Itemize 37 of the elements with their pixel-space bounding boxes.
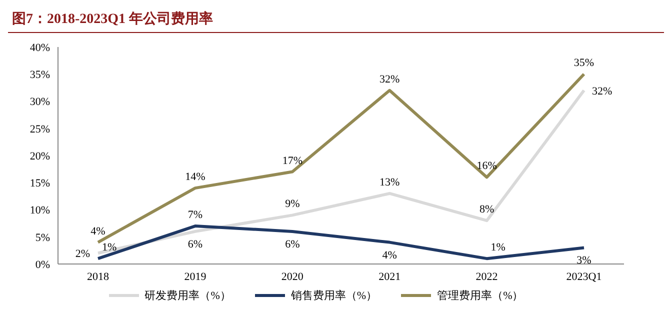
x-tick-label: 2022 bbox=[476, 270, 498, 283]
x-tick-label: 2020 bbox=[281, 270, 304, 283]
data-label: 14% bbox=[185, 171, 206, 184]
y-tick-label: 20% bbox=[30, 150, 50, 162]
data-label: 9% bbox=[285, 198, 300, 210]
legend-label: 管理费用率（%） bbox=[436, 288, 524, 303]
data-label: 3% bbox=[576, 254, 592, 267]
y-tick-label: 30% bbox=[30, 96, 50, 108]
y-tick-label: 10% bbox=[30, 204, 50, 217]
y-tick-label: 15% bbox=[30, 178, 50, 190]
data-label: 13% bbox=[380, 176, 400, 188]
data-label: 1% bbox=[490, 242, 506, 254]
x-tick-label: 2023Q1 bbox=[566, 270, 602, 283]
data-label: 6% bbox=[285, 238, 300, 250]
legend-label: 销售费用率（%） bbox=[290, 288, 378, 303]
y-tick-label: 5% bbox=[35, 232, 50, 244]
y-tick-label: 35% bbox=[30, 69, 50, 82]
x-tick-label: 2018 bbox=[87, 270, 110, 283]
data-label: 2% bbox=[75, 248, 90, 260]
y-tick-label: 40% bbox=[30, 42, 50, 54]
data-label: 4% bbox=[382, 249, 397, 262]
y-tick-label: 0% bbox=[35, 258, 50, 271]
data-label: 32% bbox=[380, 73, 400, 86]
x-tick-label: 2021 bbox=[378, 270, 401, 283]
data-label: 16% bbox=[476, 160, 497, 172]
data-label: 7% bbox=[188, 209, 203, 222]
legend-label: 研发费用率（%） bbox=[144, 288, 231, 303]
data-label: 4% bbox=[90, 225, 106, 238]
data-label: 17% bbox=[282, 154, 302, 167]
data-label: 1% bbox=[102, 242, 117, 254]
data-label: 32% bbox=[592, 85, 612, 98]
data-label: 35% bbox=[574, 57, 594, 70]
chart-title: 图7：2018-2023Q1 年公司费用率 bbox=[8, 8, 664, 33]
y-tick-label: 25% bbox=[30, 123, 50, 136]
x-tick-label: 2019 bbox=[184, 270, 207, 283]
data-label: 8% bbox=[479, 204, 494, 216]
data-label: 6% bbox=[188, 238, 203, 250]
